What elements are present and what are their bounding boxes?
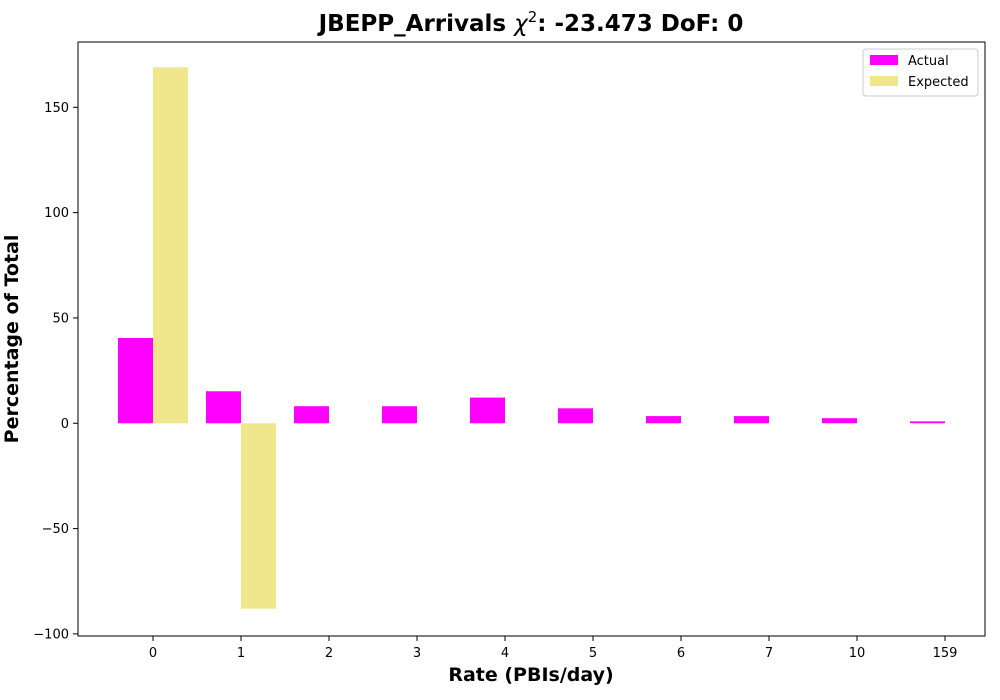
bar-expected-0 <box>153 67 188 424</box>
title-chi: χ <box>512 11 529 37</box>
y-tick-label: −50 <box>42 522 69 537</box>
y-tick-label: 150 <box>44 101 69 116</box>
bar-actual-5 <box>558 408 593 424</box>
x-tick-label: 1 <box>237 646 245 661</box>
bar-actual-2 <box>294 406 329 424</box>
x-axis-label: Rate (PBIs/day) <box>448 664 613 686</box>
y-tick-label: 0 <box>61 417 69 432</box>
x-tick-label: 5 <box>589 646 597 661</box>
bar-actual-0 <box>118 337 153 424</box>
title-prefix: JBEPP_Arrivals <box>317 11 514 37</box>
y-axis-ticks: −100 −50 0 50 100 150 <box>33 101 78 642</box>
legend-label-expected: Expected <box>908 75 969 90</box>
bar-actual-159 <box>910 421 945 424</box>
bar-actual-6 <box>646 416 681 424</box>
y-tick-label: 50 <box>52 311 69 326</box>
x-tick-label: 2 <box>325 646 333 661</box>
x-tick-label: 3 <box>413 646 421 661</box>
bar-actual-7 <box>734 416 769 424</box>
x-tick-label: 6 <box>677 646 685 661</box>
legend-swatch-actual <box>870 55 898 65</box>
bar-actual-1 <box>206 391 241 424</box>
legend-swatch-expected <box>870 76 898 86</box>
plot-frame <box>77 41 986 637</box>
bar-actual-4 <box>470 397 505 424</box>
y-tick-label: 100 <box>44 206 69 221</box>
bar-actual-10 <box>822 418 857 424</box>
bar-expected-1 <box>241 423 276 609</box>
title-sup: 2 <box>528 8 538 26</box>
bar-actual-3 <box>382 406 417 424</box>
bars-group <box>118 67 945 609</box>
x-tick-label: 4 <box>501 646 509 661</box>
y-tick-label: −100 <box>33 627 69 642</box>
legend-label-actual: Actual <box>908 54 949 69</box>
y-axis-label: Percentage of Total <box>1 235 23 444</box>
x-tick-label: 7 <box>765 646 773 661</box>
chart-title: JBEPP_Arrivals χ2: -23.473 DoF: 0 <box>317 8 744 37</box>
x-tick-label: 159 <box>933 646 958 661</box>
title-suffix: : -23.473 DoF: 0 <box>537 11 743 37</box>
legend: Actual Expected <box>862 48 979 97</box>
x-tick-label: 10 <box>849 646 866 661</box>
x-axis-ticks: 0 1 2 3 4 5 6 7 10 159 <box>149 636 958 661</box>
x-tick-label: 0 <box>149 646 157 661</box>
